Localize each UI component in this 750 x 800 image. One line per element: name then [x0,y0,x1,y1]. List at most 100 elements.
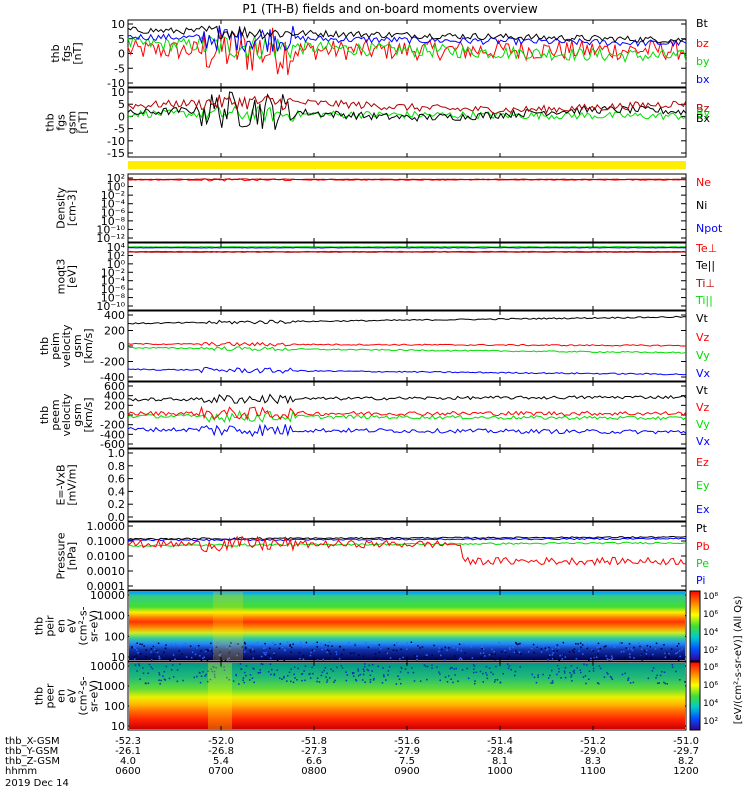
spectrogram-pixel [363,665,366,668]
panel-data [127,91,687,130]
spectrogram-pixel [357,668,359,671]
spectrogram-pixel [668,655,670,658]
y-axis-label: [eV] [66,265,79,288]
spectrogram-pixel [467,677,470,680]
spectrogram-pixel [156,651,159,654]
spectrogram-pixel [473,671,475,674]
spectrogram-pixel [569,672,571,674]
x-row-value: -51.6 [394,736,420,747]
y-axis-label: [km/s] [82,328,95,363]
y-tick-label: 0 [118,340,125,353]
spectrogram-pixel [309,677,312,679]
x-row-value: -52.0 [208,736,234,747]
spectrogram-pixel [136,670,138,672]
y-axis-label: (cm²-s- [77,676,90,715]
spectrogram-pixel [608,658,610,661]
spectrogram-pixel [240,668,242,670]
y-tick-label: 0.0001 [87,580,126,593]
spectrogram-pixel [412,671,415,674]
spectrogram-pixel [288,671,291,673]
spectrogram-pixel [466,667,468,670]
spectrogram-pixel [552,652,554,654]
spectrogram-pixel [444,676,447,678]
spectrogram-pixel [283,677,285,679]
x-row-value: 0600 [115,766,140,777]
spectrogram-pixel [551,654,554,656]
panel-data [127,25,687,76]
spectrogram-pixel [159,657,161,660]
spectrogram-pixel [162,675,164,677]
spectrogram-pixel [308,673,310,675]
spectrogram-pixel [399,658,401,660]
spectrogram-pixel [318,681,321,683]
spectrogram-pixel [590,657,592,660]
series-pb [127,535,687,566]
spectrogram-pixel [473,665,476,667]
y-axis-label: peem [49,399,62,430]
spectrogram-pixel [311,649,314,651]
spectrogram-pixel [210,668,212,670]
spectrogram-pixel [369,681,372,683]
spectrogram-pixel [451,667,453,669]
spectrogram-pixel [404,668,407,670]
spectrogram-pixel [303,646,305,648]
spectrogram-pixel [488,654,491,656]
spectrogram-pixel [628,643,631,645]
spectrogram-pixel [286,641,289,644]
spectrogram-pixel [558,659,560,661]
spectrogram-pixel [374,653,377,655]
spectrogram-pixel [134,647,136,649]
y-tick-label: 10 [111,651,125,664]
spectrogram-pixel [279,643,282,645]
legend-pi: Pi [696,574,705,587]
spectrogram-pixel [205,649,207,651]
y-tick-label: 0.6 [108,473,126,486]
spectrogram-pixel [352,644,355,646]
spectrogram-pixel [253,681,255,684]
spectrogram-pixel [260,663,263,665]
spectrogram-pixel [645,649,648,652]
spectrogram-pixel [580,646,582,649]
spectrogram-pixel [573,648,576,650]
spectrogram-pixel [134,658,136,660]
spectrogram-pixel [513,651,516,653]
panel-data [127,315,687,376]
spectrogram-pixel [340,665,343,667]
spectrogram-pixel [549,674,551,677]
spectrogram-pixel [509,648,511,651]
spectrogram-pixel [537,676,539,678]
spectrogram-pixel [610,655,613,657]
y-tick-label: 10⁰ [107,181,126,194]
series-vy [127,409,687,424]
spectrogram-pixel [560,677,562,679]
electron-colorbar [689,661,701,731]
spectrogram-pixel [264,647,266,649]
spectrogram-pixel [303,670,305,672]
spectrogram-pixel [158,672,160,674]
spectrogram-pixel [169,659,171,661]
spectrogram-pixel [488,667,491,669]
spectrogram-pixel [597,650,600,652]
spectrogram-pixel [647,677,650,680]
spectrogram-pixel [668,653,670,655]
x-row-value: -29.7 [673,746,699,757]
spectrogram-pixel [205,656,207,658]
y-tick-label: -200 [100,419,125,432]
spectrogram-pixel [207,650,209,652]
spectrogram-pixel [244,643,246,645]
y-axis-label: en [55,689,68,703]
y-tick-label: 10⁻⁶ [101,206,126,219]
spectrogram-pixel [235,674,237,677]
spectrogram-pixel [154,648,156,651]
spectrogram-pixel [588,659,590,661]
spectrogram-pixel [542,645,545,648]
spectrogram-pixel [299,642,302,645]
spectrogram-feature [213,592,243,660]
spectrogram-pixel [551,669,553,672]
spectrogram-pixel [329,677,331,679]
x-row-value: 1100 [580,766,605,777]
spectrogram-pixel [486,677,489,680]
legend-te||: Te|| [695,259,715,272]
